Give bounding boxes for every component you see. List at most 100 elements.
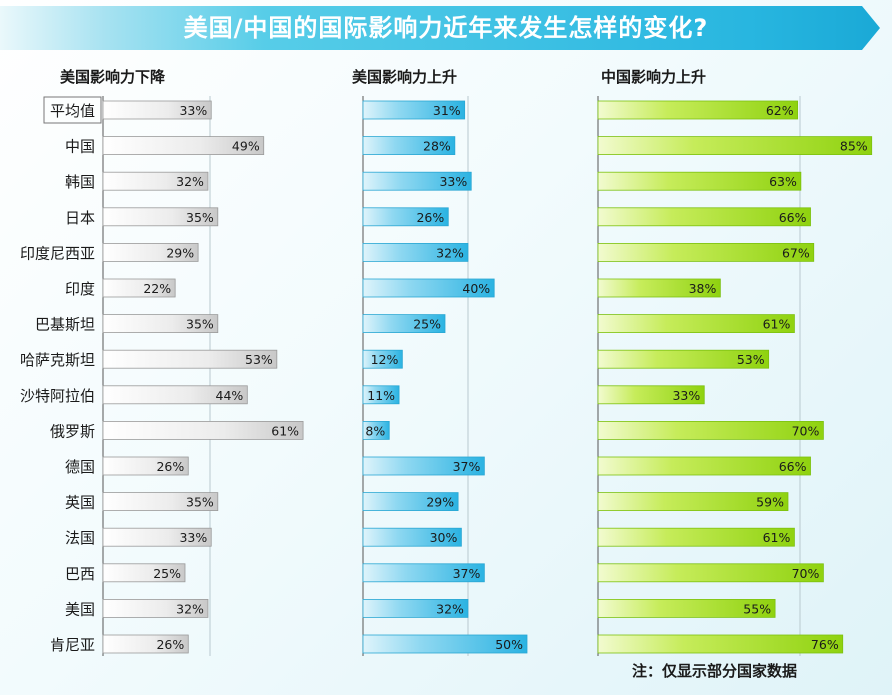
data-label-china-rise: 38% [689,281,717,296]
category-label: 俄罗斯 [50,422,95,440]
data-label-us-decline: 35% [186,495,214,510]
chart-title: 美国/中国的国际影响力近年来发生怎样的变化? [183,14,709,42]
data-label-us-rise: 28% [423,139,451,154]
category-label: 平均值 [50,102,95,120]
bar-china-rise [597,278,721,298]
category-label: 印度 [65,280,95,298]
bar-us-decline [102,563,186,583]
data-label-us-rise: 40% [462,281,490,296]
data-label-us-decline: 26% [156,637,184,652]
footnote: 注：仅显示部分国家数据 [632,662,798,680]
data-label-china-rise: 70% [792,566,820,581]
bar-us-rise [362,599,469,618]
data-label-us-rise: 37% [453,566,481,581]
data-label-china-rise: 66% [779,459,807,474]
data-label-us-rise: 31% [433,103,461,118]
data-label-us-decline: 25% [153,566,181,581]
data-label-us-decline: 44% [216,388,244,403]
category-label: 韩国 [65,173,95,191]
bar-us-rise [362,171,472,191]
bar-china-rise [597,599,776,618]
data-label-us-decline: 53% [245,352,273,367]
bar-us-decline [102,171,209,191]
bar-us-decline [102,314,219,334]
category-label: 英国 [65,494,95,512]
data-label-us-rise: 32% [436,245,464,260]
category-label: 巴西 [65,565,95,583]
data-label-us-decline: 49% [232,139,260,154]
bar-us-decline [102,278,176,298]
bar-us-rise [362,385,400,405]
bar-us-rise [362,349,403,369]
bar-us-decline [102,492,219,512]
data-label-us-decline: 26% [156,459,184,474]
data-label-china-rise: 33% [672,388,700,403]
data-label-us-rise: 33% [439,174,467,189]
category-label: 中国 [65,138,95,156]
data-label-us-rise: 32% [436,601,464,616]
bar-us-rise [362,492,459,512]
data-label-us-rise: 25% [413,317,441,332]
data-label-us-decline: 33% [179,103,207,118]
data-label-us-rise: 12% [371,352,399,367]
legend-us-rise: 美国影响力上升 [352,68,458,86]
data-label-china-rise: 67% [782,245,810,260]
title-banner [0,6,880,50]
bar-us-decline [102,136,265,156]
bar-us-rise [362,242,469,262]
bar-us-decline [102,349,278,369]
bar-china-rise [597,171,802,191]
data-label-us-decline: 35% [186,317,214,332]
data-label-us-rise: 37% [453,459,481,474]
legend-us-decline: 美国影响力下降 [60,68,166,86]
category-label: 美国 [65,600,95,618]
bar-china-rise [597,349,770,369]
data-label-china-rise: 55% [743,601,771,616]
bar-us-rise [362,634,528,654]
bar-us-decline [102,207,219,227]
data-label-china-rise: 61% [763,317,791,332]
bar-us-rise [362,456,485,476]
data-label-china-rise: 62% [766,103,794,118]
data-label-china-rise: 66% [779,210,807,225]
bar-us-rise [362,207,449,227]
bar-us-rise [362,100,466,120]
bar-china-rise [597,242,815,262]
data-label-china-rise: 53% [737,352,765,367]
data-label-us-decline: 61% [271,423,299,438]
bar-us-decline [102,385,248,405]
category-label: 日本 [65,209,95,227]
bar-us-rise [362,527,462,547]
data-label-china-rise: 70% [792,423,820,438]
bar-us-decline [102,420,304,440]
data-label-us-decline: 22% [143,281,171,296]
bar-us-decline [102,242,199,262]
data-label-us-rise: 50% [495,637,523,652]
bar-china-rise [597,136,873,156]
category-label: 印度尼西亚 [20,244,95,262]
legend-china-rise: 中国影响力上升 [601,68,707,86]
category-label: 沙特阿拉伯 [20,387,95,405]
bar-us-rise [362,278,495,298]
data-label-us-rise: 29% [426,495,454,510]
data-label-us-decline: 29% [166,245,194,260]
data-label-us-decline: 33% [179,530,207,545]
data-label-china-rise: 61% [763,530,791,545]
bar-us-decline [102,456,189,476]
category-label: 肯尼亚 [50,636,95,654]
bar-china-rise [597,492,789,512]
bar-china-rise [597,634,844,654]
category-label: 法国 [65,529,95,547]
bar-us-rise [362,563,485,583]
data-label-china-rise: 76% [811,637,839,652]
category-label: 哈萨克斯坦 [20,351,95,369]
data-label-us-decline: 32% [176,601,204,616]
bar-china-rise [597,420,824,440]
data-label-us-rise: 30% [430,530,458,545]
bar-us-rise [362,136,456,156]
bar-china-rise [597,314,795,334]
bar-china-rise [597,385,705,405]
average-label-box [43,96,102,124]
data-label-us-rise: 8% [365,423,385,438]
